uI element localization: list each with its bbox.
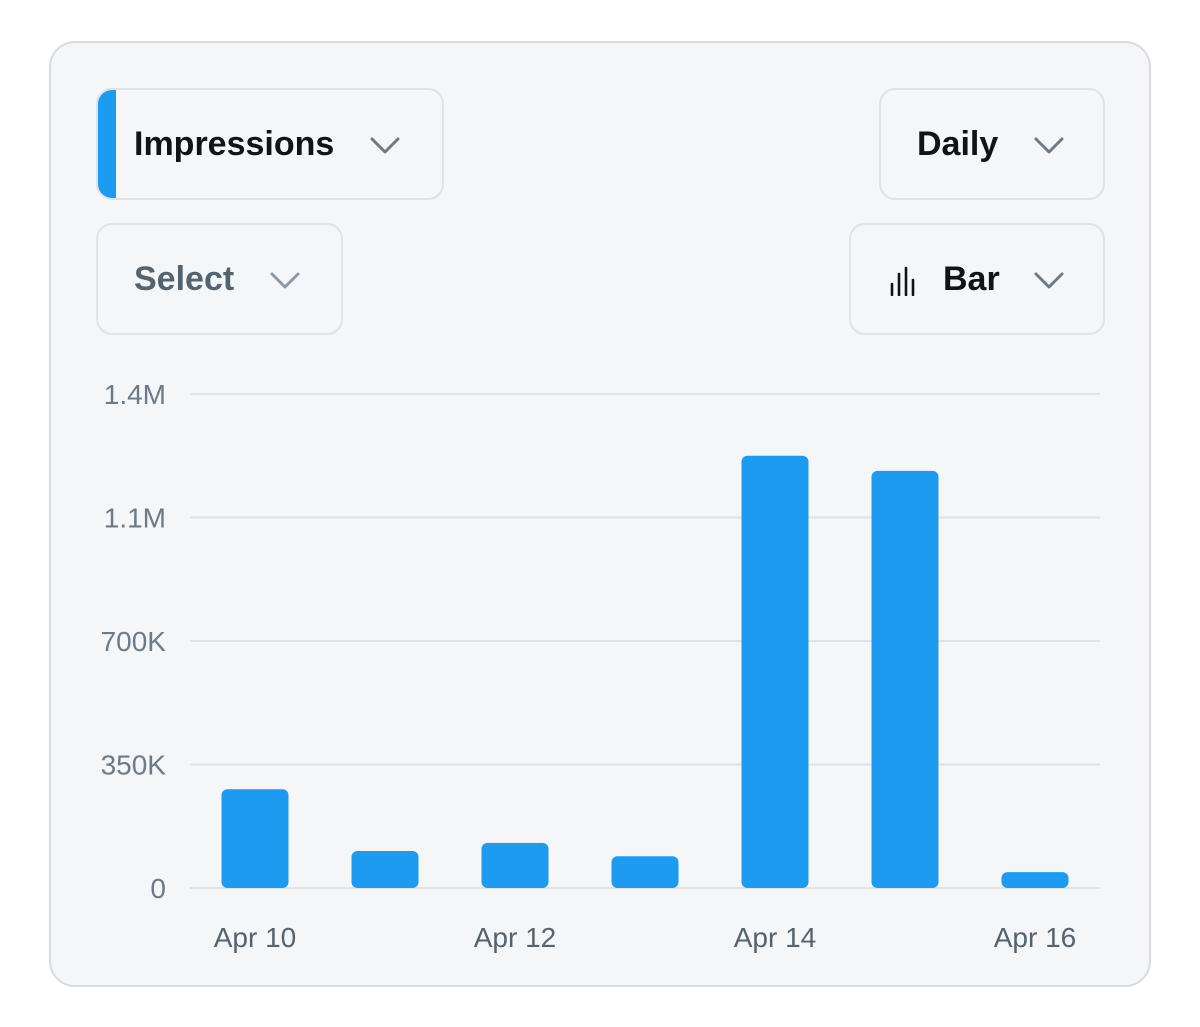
y-tick-label: 700K xyxy=(101,626,167,657)
chevron-down-icon xyxy=(1034,137,1064,154)
metric-dropdown[interactable]: Impressions xyxy=(96,88,444,200)
bar[interactable] xyxy=(611,856,679,888)
bar[interactable] xyxy=(481,842,549,888)
x-tick-label: Apr 16 xyxy=(994,922,1077,953)
chevron-down-icon xyxy=(370,137,400,154)
y-tick-label: 350K xyxy=(101,750,167,781)
bar[interactable] xyxy=(741,455,809,888)
y-tick-label: 1.1M xyxy=(104,503,166,534)
compare-dropdown[interactable]: Select xyxy=(96,223,343,335)
chart-type-dropdown-label: Bar xyxy=(943,259,1000,298)
chevron-down-icon xyxy=(270,272,300,289)
bar[interactable] xyxy=(871,470,939,888)
metric-accent-bar xyxy=(98,90,116,198)
x-tick-label: Apr 10 xyxy=(214,922,297,953)
bar[interactable] xyxy=(1001,872,1069,888)
bar-chart-icon xyxy=(890,266,915,296)
compare-dropdown-label: Select xyxy=(134,259,235,298)
chart-type-dropdown[interactable]: Bar xyxy=(849,223,1105,335)
bar[interactable] xyxy=(221,789,289,888)
y-tick-label: 0 xyxy=(150,873,166,904)
metric-dropdown-label: Impressions xyxy=(134,124,335,163)
period-dropdown-label: Daily xyxy=(917,124,999,163)
x-tick-label: Apr 12 xyxy=(474,922,557,953)
period-dropdown[interactable]: Daily xyxy=(879,88,1105,200)
y-tick-label: 1.4M xyxy=(104,379,166,410)
bar[interactable] xyxy=(351,850,419,888)
x-tick-label: Apr 14 xyxy=(734,922,817,953)
chevron-down-icon xyxy=(1034,272,1064,289)
